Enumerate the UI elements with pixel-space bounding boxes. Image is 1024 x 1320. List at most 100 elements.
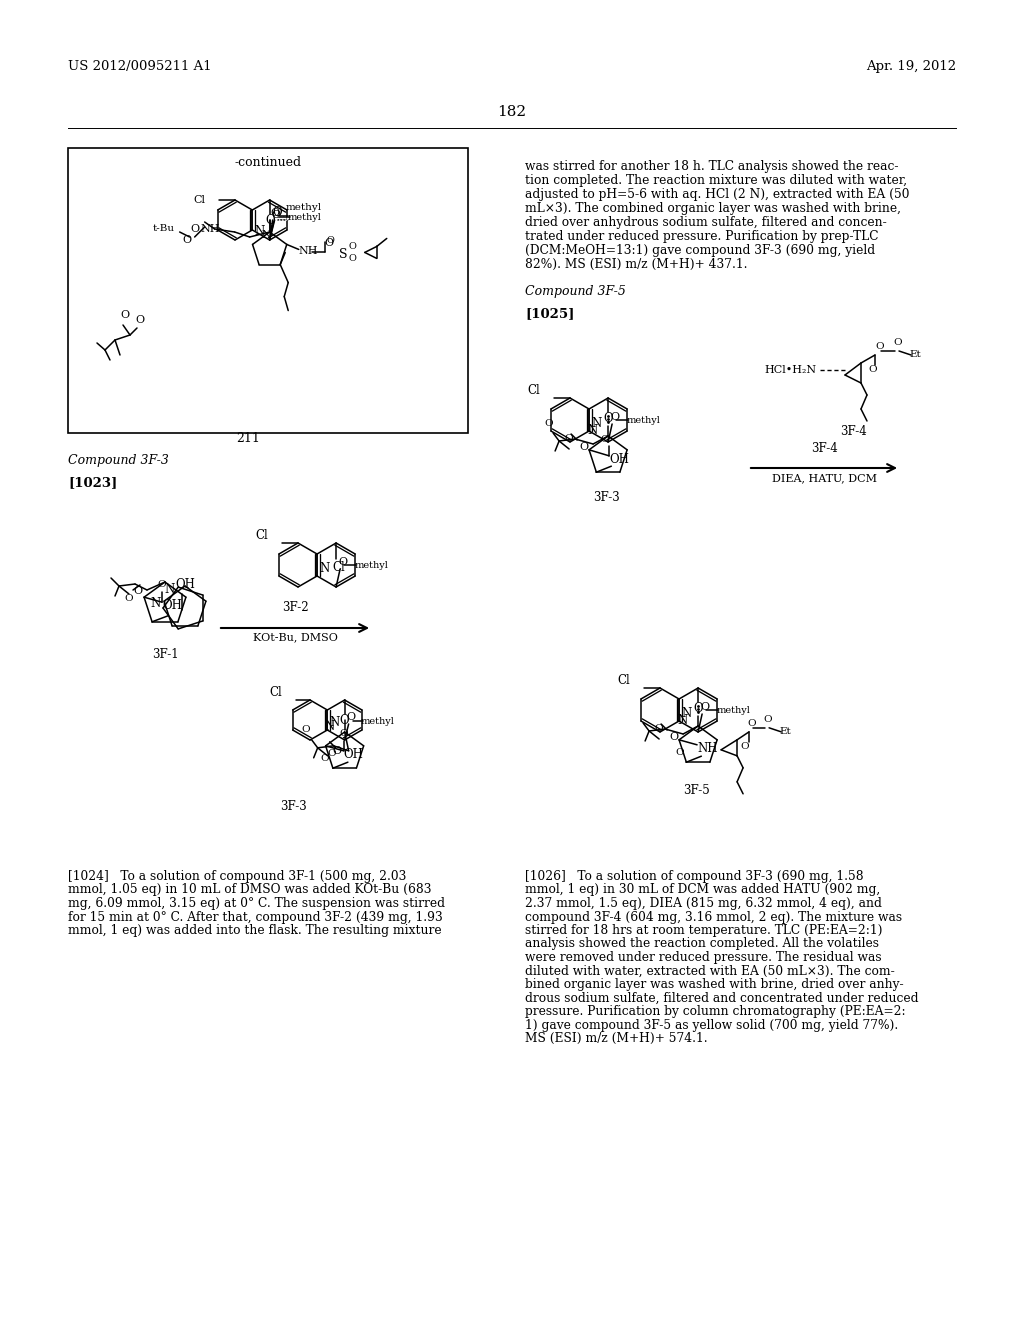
- Text: 3F-5: 3F-5: [683, 784, 710, 797]
- Text: OH: OH: [175, 578, 195, 591]
- Text: O: O: [669, 733, 678, 742]
- Text: N: N: [254, 224, 264, 238]
- Text: O: O: [874, 342, 884, 351]
- Text: O: O: [693, 702, 702, 715]
- Text: O: O: [893, 338, 901, 347]
- Text: DIEA, HATU, DCM: DIEA, HATU, DCM: [771, 473, 877, 483]
- Text: OH: OH: [609, 453, 629, 466]
- Text: 2.37 mmol, 1.5 eq), DIEA (815 mg, 6.32 mmol, 4 eq), and: 2.37 mmol, 1.5 eq), DIEA (815 mg, 6.32 m…: [525, 898, 882, 909]
- Text: analysis showed the reaction completed. All the volatiles: analysis showed the reaction completed. …: [525, 937, 879, 950]
- Text: methyl: methyl: [716, 706, 750, 715]
- Text: O: O: [120, 310, 129, 319]
- Text: O: O: [301, 725, 310, 734]
- Text: O: O: [158, 581, 166, 589]
- Text: O: O: [333, 746, 342, 756]
- Text: trated under reduced pressure. Purification by prep-TLC: trated under reduced pressure. Purificat…: [525, 230, 879, 243]
- Text: dried over anhydrous sodium sulfate, filtered and concen-: dried over anhydrous sodium sulfate, fil…: [525, 216, 887, 228]
- Text: O: O: [182, 235, 191, 246]
- Text: HCl•H₂N: HCl•H₂N: [765, 366, 817, 375]
- Text: O: O: [325, 239, 334, 248]
- Text: OH: OH: [162, 599, 182, 612]
- Text: 3F-4: 3F-4: [840, 425, 866, 438]
- Text: diluted with water, extracted with EA (50 mL×3). The com-: diluted with water, extracted with EA (5…: [525, 965, 895, 978]
- Text: tion completed. The reaction mixture was diluted with water,: tion completed. The reaction mixture was…: [525, 174, 907, 187]
- Text: Cl: Cl: [269, 686, 282, 700]
- Text: (DCM:MeOH=13:1) gave compound 3F-3 (690 mg, yield: (DCM:MeOH=13:1) gave compound 3F-3 (690 …: [525, 244, 876, 257]
- Text: Cl: Cl: [617, 675, 630, 686]
- Text: 182: 182: [498, 106, 526, 119]
- Text: O: O: [564, 434, 573, 444]
- Text: O: O: [601, 434, 609, 444]
- Text: Compound 3F-3: Compound 3F-3: [68, 454, 169, 467]
- Text: 3F-3: 3F-3: [280, 800, 307, 813]
- Text: were removed under reduced pressure. The residual was: were removed under reduced pressure. The…: [525, 950, 882, 964]
- Text: O: O: [272, 206, 283, 219]
- Text: O: O: [868, 366, 878, 374]
- Text: O: O: [748, 719, 756, 727]
- Text: Cl: Cl: [332, 561, 345, 574]
- Text: Cl: Cl: [527, 384, 540, 397]
- Text: mmol, 1 eq) in 30 mL of DCM was added HATU (902 mg,: mmol, 1 eq) in 30 mL of DCM was added HA…: [525, 883, 881, 896]
- Text: O: O: [134, 586, 143, 597]
- Text: 3F-1: 3F-1: [152, 648, 178, 661]
- Text: N: N: [319, 562, 330, 576]
- Text: O: O: [271, 210, 281, 220]
- Text: mL×3). The combined organic layer was washed with brine,: mL×3). The combined organic layer was wa…: [525, 202, 901, 215]
- Text: mmol, 1.05 eq) in 10 mL of DMSO was added KOt-Bu (683: mmol, 1.05 eq) in 10 mL of DMSO was adde…: [68, 883, 431, 896]
- Text: was stirred for another 18 h. TLC analysis showed the reac-: was stirred for another 18 h. TLC analys…: [525, 160, 898, 173]
- Text: 3F-3: 3F-3: [593, 491, 620, 504]
- Text: O: O: [270, 209, 280, 218]
- Text: Compound 3F-5: Compound 3F-5: [525, 285, 626, 298]
- Text: O: O: [603, 412, 612, 425]
- Text: for 15 min at 0° C. After that, compound 3F-2 (439 mg, 1.93: for 15 min at 0° C. After that, compound…: [68, 911, 442, 924]
- Text: adjusted to pH=5-6 with aq. HCl (2 N), extracted with EA (50: adjusted to pH=5-6 with aq. HCl (2 N), e…: [525, 187, 909, 201]
- Text: N: N: [591, 417, 601, 430]
- Text: S: S: [339, 248, 347, 261]
- Text: N: N: [325, 719, 335, 733]
- Text: O: O: [340, 714, 349, 727]
- Bar: [68, 148, 468, 433]
- Text: O: O: [654, 723, 664, 733]
- Text: [1023]: [1023]: [68, 477, 118, 488]
- Text: compound 3F-4 (604 mg, 3.16 mmol, 2 eq). The mixture was: compound 3F-4 (604 mg, 3.16 mmol, 2 eq).…: [525, 911, 902, 924]
- Text: KOt-Bu, DMSO: KOt-Bu, DMSO: [253, 632, 338, 642]
- Text: OH: OH: [344, 748, 364, 760]
- Text: N: N: [262, 230, 271, 240]
- Text: methyl: methyl: [286, 203, 322, 213]
- Text: methyl: methyl: [626, 416, 660, 425]
- Text: O: O: [676, 748, 684, 756]
- Text: Et: Et: [779, 727, 791, 735]
- Text: Cl: Cl: [255, 529, 268, 543]
- Text: 3F-4: 3F-4: [811, 442, 838, 455]
- Text: Et: Et: [909, 350, 921, 359]
- Text: NH: NH: [697, 742, 718, 755]
- Text: O: O: [190, 224, 200, 234]
- Text: methyl: methyl: [288, 213, 322, 222]
- Text: methyl: methyl: [360, 717, 394, 726]
- Text: [1026]   To a solution of compound 3F-3 (690 mg, 1.58: [1026] To a solution of compound 3F-3 (6…: [525, 870, 863, 883]
- Text: methyl: methyl: [354, 561, 388, 570]
- Text: Apr. 19, 2012: Apr. 19, 2012: [866, 59, 956, 73]
- Text: [1025]: [1025]: [525, 308, 574, 319]
- Text: Cl: Cl: [193, 195, 205, 205]
- Text: N: N: [588, 424, 598, 437]
- Text: O: O: [321, 754, 329, 763]
- Text: bined organic layer was washed with brine, dried over anhy-: bined organic layer was washed with brin…: [525, 978, 903, 991]
- Text: O: O: [700, 702, 710, 711]
- Text: O: O: [124, 594, 133, 603]
- Text: US 2012/0095211 A1: US 2012/0095211 A1: [68, 59, 212, 73]
- Text: pressure. Purification by column chromatography (PE:EA=2:: pressure. Purification by column chromat…: [525, 1005, 905, 1018]
- Text: O: O: [339, 729, 348, 738]
- Text: O: O: [338, 557, 347, 568]
- Text: O: O: [347, 711, 355, 722]
- Text: O: O: [349, 255, 356, 264]
- Text: O: O: [328, 748, 336, 758]
- Text: methyl: methyl: [278, 214, 311, 223]
- Text: O: O: [135, 315, 144, 325]
- Text: stirred for 18 hrs at room temperature. TLC (PE:EA=2:1): stirred for 18 hrs at room temperature. …: [525, 924, 883, 937]
- Text: mmol, 1 eq) was added into the flask. The resulting mixture: mmol, 1 eq) was added into the flask. Th…: [68, 924, 441, 937]
- Text: O: O: [265, 214, 275, 227]
- Text: 3F-2: 3F-2: [282, 601, 308, 614]
- Text: N: N: [330, 715, 340, 729]
- Text: mg, 6.09 mmol, 3.15 eq) at 0° C. The suspension was stirred: mg, 6.09 mmol, 3.15 eq) at 0° C. The sus…: [68, 898, 445, 909]
